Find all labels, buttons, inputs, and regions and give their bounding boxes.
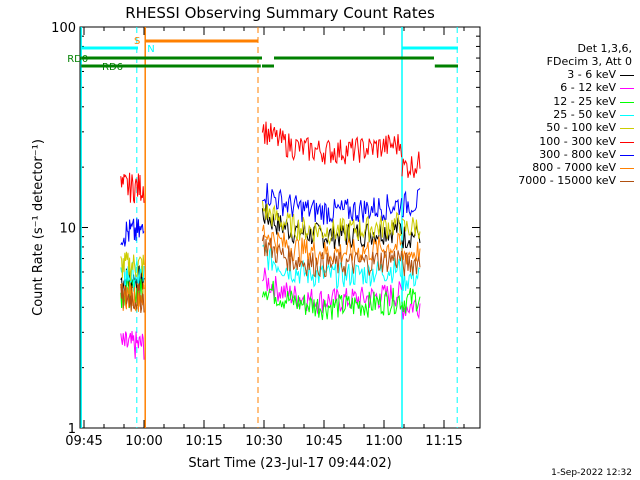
series-100-300-kev-segment-3	[401, 151, 421, 178]
legend-entry: 25 - 50 keV	[470, 108, 640, 122]
series-50-100-kev-segment-2	[261, 200, 402, 246]
legend-entry-label: 300 - 800 keV	[539, 147, 616, 161]
legend-swatch	[620, 168, 634, 170]
chart-title: RHESSI Observing Summary Count Rates	[125, 4, 435, 22]
legend-entry: 6 - 12 keV	[470, 81, 640, 95]
y-tick-label: 10	[59, 222, 76, 237]
legend-swatch	[620, 154, 634, 156]
legend-entry-label: 6 - 12 keV	[560, 81, 616, 95]
series-12-25-kev-segment-2	[261, 280, 403, 321]
legend-entry: 300 - 800 keV	[470, 148, 640, 162]
series-6-12-kev-segment-1	[120, 330, 145, 360]
series-800-7000-kev-segment-3	[401, 241, 421, 265]
legend-entry: 50 - 100 keV	[470, 121, 640, 135]
legend-entry-label: 25 - 50 keV	[553, 107, 616, 121]
series-7000-15000-kev-segment-1	[120, 283, 145, 313]
series-300-800-kev-segment-2	[262, 183, 403, 225]
series-12-25-kev-segment-3	[401, 287, 421, 314]
legend-swatch	[620, 128, 634, 130]
legend-entry: 7000 - 15000 keV	[470, 174, 640, 188]
legend-swatch	[620, 101, 634, 103]
y-tick-label: 1	[68, 422, 76, 437]
x-tick-label: 10:30	[245, 434, 282, 449]
x-tick-label: 10:15	[185, 434, 222, 449]
flag-label-n: N	[147, 44, 154, 55]
x-tick-label: 10:00	[125, 434, 162, 449]
legend-entry: 12 - 25 keV	[470, 95, 640, 109]
x-tick-label: 10:45	[305, 434, 342, 449]
series-50-100-kev-segment-3	[401, 217, 421, 239]
legend-entry: 800 - 7000 keV	[470, 161, 640, 175]
x-tick-label: 09:45	[65, 434, 102, 449]
series-800-7000-kev-segment-2	[261, 224, 403, 265]
legend-swatch	[620, 88, 634, 90]
legend-header-fdecim: FDecim 3, Att 0	[546, 55, 632, 68]
footer-timestamp: 1-Sep-2022 12:32	[551, 468, 632, 478]
series-50-100-kev-segment-1	[120, 251, 145, 281]
series-25-50-kev-segment-3	[401, 266, 421, 291]
legend-entry: 3 - 6 keV	[470, 68, 640, 82]
series-7000-15000-kev-segment-2	[261, 234, 403, 278]
flag-label-rd6: RD6	[102, 62, 123, 73]
x-tick-label: 11:00	[365, 434, 402, 449]
legend-entry-label: 12 - 25 keV	[553, 94, 616, 108]
legend-entry-label: 100 - 300 keV	[539, 134, 616, 148]
legend-entry-label: 3 - 6 keV	[567, 68, 616, 81]
flag-label-rd0: RD0	[67, 54, 88, 65]
x-tick-label: 11:15	[425, 434, 462, 449]
y-tick-label: 100	[51, 21, 76, 36]
series-100-300-kev-segment-2	[261, 121, 403, 165]
legend-entry-label: 7000 - 15000 keV	[518, 174, 616, 188]
legend-entry-label: 800 - 7000 keV	[532, 161, 616, 175]
series-100-300-kev-segment-1	[120, 172, 145, 204]
legend-swatch	[620, 75, 634, 76]
x-axis-label: Start Time (23-Jul-17 09:44:02)	[188, 456, 391, 471]
legend-swatch	[620, 114, 634, 116]
legend-entry: 100 - 300 keV	[470, 135, 640, 149]
legend-header-det: Det 1,3,6,	[577, 42, 632, 55]
flag-label-s: S	[134, 36, 140, 47]
legend-entry-label: 50 - 100 keV	[546, 121, 616, 135]
y-axis-label: Count Rate (s⁻¹ detector⁻¹)	[31, 139, 46, 316]
series-300-800-kev-segment-3	[401, 188, 421, 218]
series-7000-15000-kev-segment-3	[401, 251, 421, 277]
legend-swatch	[620, 141, 634, 143]
legend-swatch	[620, 181, 634, 183]
series-300-800-kev-segment-1	[120, 218, 145, 247]
